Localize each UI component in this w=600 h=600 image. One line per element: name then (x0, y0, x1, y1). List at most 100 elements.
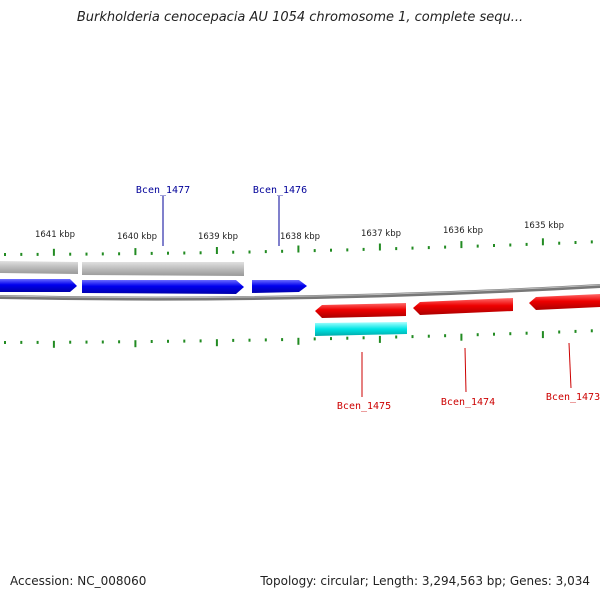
map-title: Burkholderia cenocepacia AU 1054 chromos… (76, 10, 524, 25)
minor-tick (444, 334, 447, 338)
gene-label-reverse[interactable]: Bcen_1473 (546, 392, 600, 403)
minor-tick (330, 337, 332, 341)
major-tick (460, 241, 463, 249)
gene-arrow-forward[interactable] (252, 280, 307, 293)
minor-tick (590, 329, 593, 333)
minor-tick (199, 339, 202, 343)
minor-tick (476, 244, 479, 248)
minor-tick (199, 251, 202, 255)
gene-arrow-forward[interactable] (0, 279, 77, 292)
tick-label: 1639 kbp (198, 232, 238, 242)
gene-arrow-reverse[interactable] (413, 298, 513, 315)
minor-tick (411, 335, 414, 339)
minor-tick (248, 250, 251, 254)
gene-leader-line (568, 342, 572, 389)
major-tick (297, 337, 300, 345)
feature-reverse-other[interactable] (315, 322, 407, 336)
minor-tick (411, 246, 414, 250)
feature-forward-other[interactable] (0, 261, 78, 274)
minor-tick (362, 247, 365, 251)
major-tick (297, 245, 300, 253)
minor-tick (509, 332, 512, 336)
major-tick (52, 340, 55, 348)
tick-label: 1641 kbp (35, 230, 75, 240)
major-tick (52, 248, 55, 256)
minor-tick (264, 250, 267, 254)
chromosome-backbone-highlight (0, 284, 600, 299)
minor-tick (509, 243, 512, 247)
accession-text: Accession: NC_008060 (10, 574, 147, 588)
minor-tick (118, 340, 121, 344)
minor-tick (4, 341, 6, 344)
minor-tick (444, 245, 447, 249)
minor-tick (101, 340, 104, 344)
topology-stats-text: Topology: circular; Length: 3,294,563 bp… (260, 574, 590, 588)
minor-tick (4, 253, 6, 256)
gene-label-forward[interactable]: Bcen_1476 (253, 185, 307, 196)
minor-tick (101, 252, 104, 256)
gene-label-reverse[interactable]: Bcen_1474 (441, 397, 495, 408)
minor-tick (558, 330, 561, 334)
feature-forward-other[interactable] (82, 262, 244, 276)
minor-tick (183, 251, 186, 255)
minor-tick (525, 242, 528, 246)
tick-label: 1640 kbp (117, 232, 157, 242)
minor-tick (313, 337, 316, 341)
minor-tick (167, 251, 169, 255)
minor-tick (20, 252, 23, 256)
minor-tick (427, 334, 430, 338)
minor-tick (167, 339, 169, 343)
minor-tick (281, 338, 284, 342)
minor-tick (493, 244, 495, 247)
minor-tick (558, 241, 561, 245)
minor-tick (313, 249, 316, 253)
tick-marks (4, 238, 593, 348)
major-tick (134, 340, 137, 348)
gene-label-forward[interactable]: Bcen_1477 (136, 185, 190, 196)
tick-label: 1635 kbp (524, 221, 564, 231)
minor-tick (150, 340, 153, 343)
minor-tick (395, 247, 398, 251)
minor-tick (232, 250, 235, 254)
minor-tick (574, 241, 577, 244)
minor-tick (590, 240, 593, 244)
tick-labels: 1641 kbp 1640 kbp 1639 kbp 1638 kbp 1637… (35, 221, 564, 242)
major-tick (378, 243, 381, 251)
minor-tick (395, 335, 398, 339)
minor-tick (183, 339, 186, 343)
minor-tick (85, 252, 88, 256)
gene-arrow-forward[interactable] (82, 280, 244, 294)
gene-label-reverse[interactable]: Bcen_1475 (337, 401, 391, 412)
minor-tick (36, 340, 39, 344)
minor-tick (118, 252, 121, 256)
chromosome-backbone (0, 284, 600, 301)
major-tick (215, 247, 218, 254)
tick-label: 1636 kbp (443, 226, 483, 236)
minor-tick (248, 338, 251, 342)
minor-tick (264, 338, 267, 342)
gene-arrow-reverse[interactable] (315, 303, 406, 318)
minor-tick (281, 249, 284, 253)
major-tick (134, 248, 137, 256)
minor-tick (362, 336, 365, 340)
gene-leader-line (464, 347, 467, 393)
minor-tick (20, 340, 23, 344)
minor-tick (69, 340, 72, 344)
minor-tick (85, 340, 88, 344)
gene-arrow-reverse[interactable] (529, 294, 600, 310)
major-tick (460, 333, 463, 341)
minor-tick (69, 252, 72, 256)
minor-tick (150, 251, 153, 255)
minor-tick (330, 248, 332, 252)
minor-tick (232, 338, 235, 342)
minor-tick (476, 333, 479, 337)
minor-tick (36, 252, 39, 256)
tick-label: 1637 kbp (361, 229, 401, 239)
minor-tick (493, 332, 495, 336)
minor-tick (574, 329, 577, 333)
major-tick (378, 335, 381, 343)
minor-tick (525, 331, 528, 335)
minor-tick (346, 248, 349, 252)
tick-label: 1638 kbp (280, 232, 320, 242)
